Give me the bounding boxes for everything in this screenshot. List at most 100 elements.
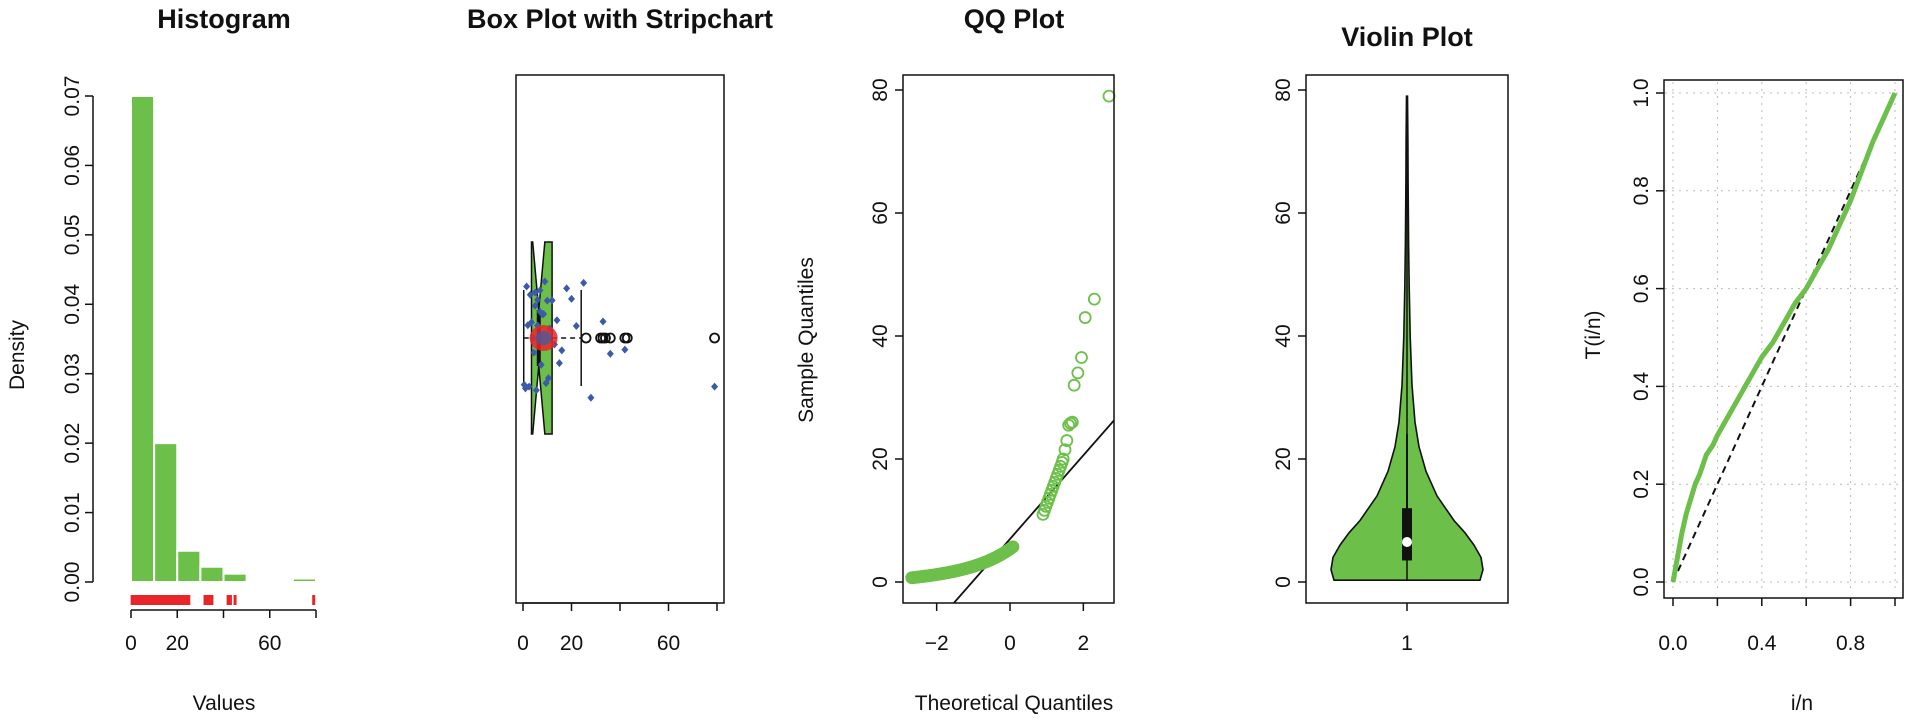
qq-point	[1060, 434, 1074, 447]
boxplot-outlier	[580, 332, 592, 344]
histogram-y-tick-label: 0.04	[61, 284, 84, 325]
strip-point	[555, 359, 563, 368]
violin-title: Violin Plot	[1341, 22, 1473, 52]
violin-y-tick-label: 0	[1272, 576, 1295, 588]
histogram-y-tick-label: 0.01	[61, 492, 84, 533]
strip-point	[523, 282, 531, 291]
histogram-y-tick-label: 0.07	[61, 76, 84, 117]
qq-point	[1087, 292, 1101, 306]
qq-y-tick-label: 20	[869, 447, 892, 470]
strip-point	[553, 316, 561, 325]
qq-ylabel: Sample Quantiles	[795, 257, 818, 423]
qq-x-tick-label: 0	[1004, 632, 1016, 655]
boxplot-x-tick-label: 0	[517, 632, 529, 655]
boxplot-panel: 0 20 60	[515, 74, 725, 655]
violin-panel: 0 20 40 60 80 1	[1272, 74, 1509, 655]
qq-point	[1067, 378, 1081, 392]
qq-y-tick-label: 0	[869, 576, 892, 588]
tplot-frame	[1663, 79, 1904, 599]
qq-x-tick-label: 2	[1077, 632, 1089, 655]
strip-point	[537, 360, 545, 369]
tplot-y-tick-label: 1.0	[1630, 78, 1653, 107]
boxplot-mean-core	[535, 331, 552, 345]
strip-point	[563, 284, 571, 293]
strip-point	[544, 374, 552, 383]
qq-point	[1102, 89, 1116, 103]
tplot-xlabel: i/n	[1791, 692, 1813, 715]
strip-point	[711, 382, 719, 391]
qq-reference-line	[952, 418, 1114, 603]
qqplot-panel: 0 20 40 60 80 −2 0 2	[869, 74, 1116, 655]
qq-y-tick-label: 80	[869, 78, 892, 101]
strip-point	[530, 348, 538, 357]
boxplot-outlier	[600, 332, 611, 344]
tplot-y-tick-label: 0.8	[1630, 176, 1653, 205]
qq-y-tick-label: 40	[869, 324, 892, 347]
strip-point	[540, 310, 548, 319]
qq-frame	[902, 74, 1115, 604]
strip-point	[534, 295, 542, 304]
violin-median	[1402, 537, 1412, 548]
strip-point	[525, 382, 533, 391]
qqplot-title: QQ Plot	[964, 4, 1065, 34]
histogram-bar	[222, 572, 248, 584]
strip-point	[541, 277, 549, 286]
strip-point	[532, 386, 540, 395]
strip-point	[599, 317, 607, 326]
boxplot-outlier	[621, 332, 633, 344]
tplot-x-tick-label: 0.0	[1658, 632, 1687, 655]
strip-point	[548, 296, 556, 305]
histogram-y-tick-label: 0.00	[61, 562, 84, 603]
boxplot-outlier	[604, 332, 616, 344]
violin-y-tick-label: 40	[1272, 324, 1295, 347]
qq-point	[1058, 443, 1072, 457]
violin-y-tick-label: 80	[1272, 78, 1295, 101]
qq-point	[1071, 366, 1085, 380]
boxplot-title: Box Plot with Stripchart	[467, 4, 773, 34]
strip-point	[568, 294, 575, 303]
boxplot-x-tick-label: 20	[560, 632, 583, 655]
histogram-x-tick-label: 20	[166, 632, 189, 655]
qq-y-tick-label: 60	[869, 201, 892, 224]
strip-point	[558, 346, 566, 355]
tplot-y-tick-label: 0.2	[1630, 470, 1653, 499]
qq-point	[1075, 351, 1088, 364]
histogram-title: Histogram	[157, 4, 291, 34]
strip-point	[621, 345, 629, 354]
histogram-panel: 0.00 0.01 0.02 0.03 0.04 0.05 0.06 0.07 0 20 60	[61, 76, 317, 655]
histogram-xlabel: Values	[193, 692, 256, 715]
histogram-bar	[199, 565, 225, 583]
tplot-y-tick-label: 0.4	[1630, 371, 1653, 401]
qq-x-tick-label: −2	[925, 632, 949, 655]
qq-point	[1056, 452, 1070, 466]
histogram-y-tick-label: 0.06	[61, 145, 84, 186]
histogram-y-tick-label: 0.05	[61, 214, 84, 255]
qq-point	[1006, 540, 1020, 554]
tplot-y-tick-label: 0.0	[1630, 567, 1653, 596]
violin-y-tick-label: 20	[1272, 447, 1295, 470]
strip-point	[536, 286, 544, 295]
histogram-ylabel: Density	[6, 319, 29, 390]
qq-point	[1062, 418, 1076, 432]
violin-iqr-box	[1402, 508, 1412, 561]
strip-point	[572, 322, 580, 331]
histogram-y-tick-label: 0.02	[61, 423, 84, 464]
tplot-x-tick-label: 0.4	[1747, 632, 1777, 655]
tplot-x-tick-label: 0.8	[1836, 632, 1865, 655]
histogram-x-tick-label: 60	[258, 632, 281, 655]
strip-point	[606, 349, 614, 358]
histogram-bar	[176, 549, 202, 583]
tplot-curve	[1670, 91, 1898, 583]
histogram-x-tick-label: 0	[125, 632, 137, 655]
strip-point	[580, 278, 588, 287]
qq-point	[1065, 415, 1079, 429]
boxplot-outlier	[709, 332, 720, 344]
strip-point	[531, 301, 539, 310]
strip-point	[527, 318, 535, 327]
violin-y-tick-label: 60	[1272, 201, 1295, 224]
strip-point	[543, 296, 551, 305]
tplot-y-tick-label: 0.6	[1630, 274, 1653, 303]
tplot-panel: 0.0 0.2 0.4 0.6 0.8 1.0 0.0 0.4 0.8	[1630, 78, 1904, 655]
histogram-bar	[291, 577, 317, 583]
qq-point	[1078, 311, 1092, 324]
